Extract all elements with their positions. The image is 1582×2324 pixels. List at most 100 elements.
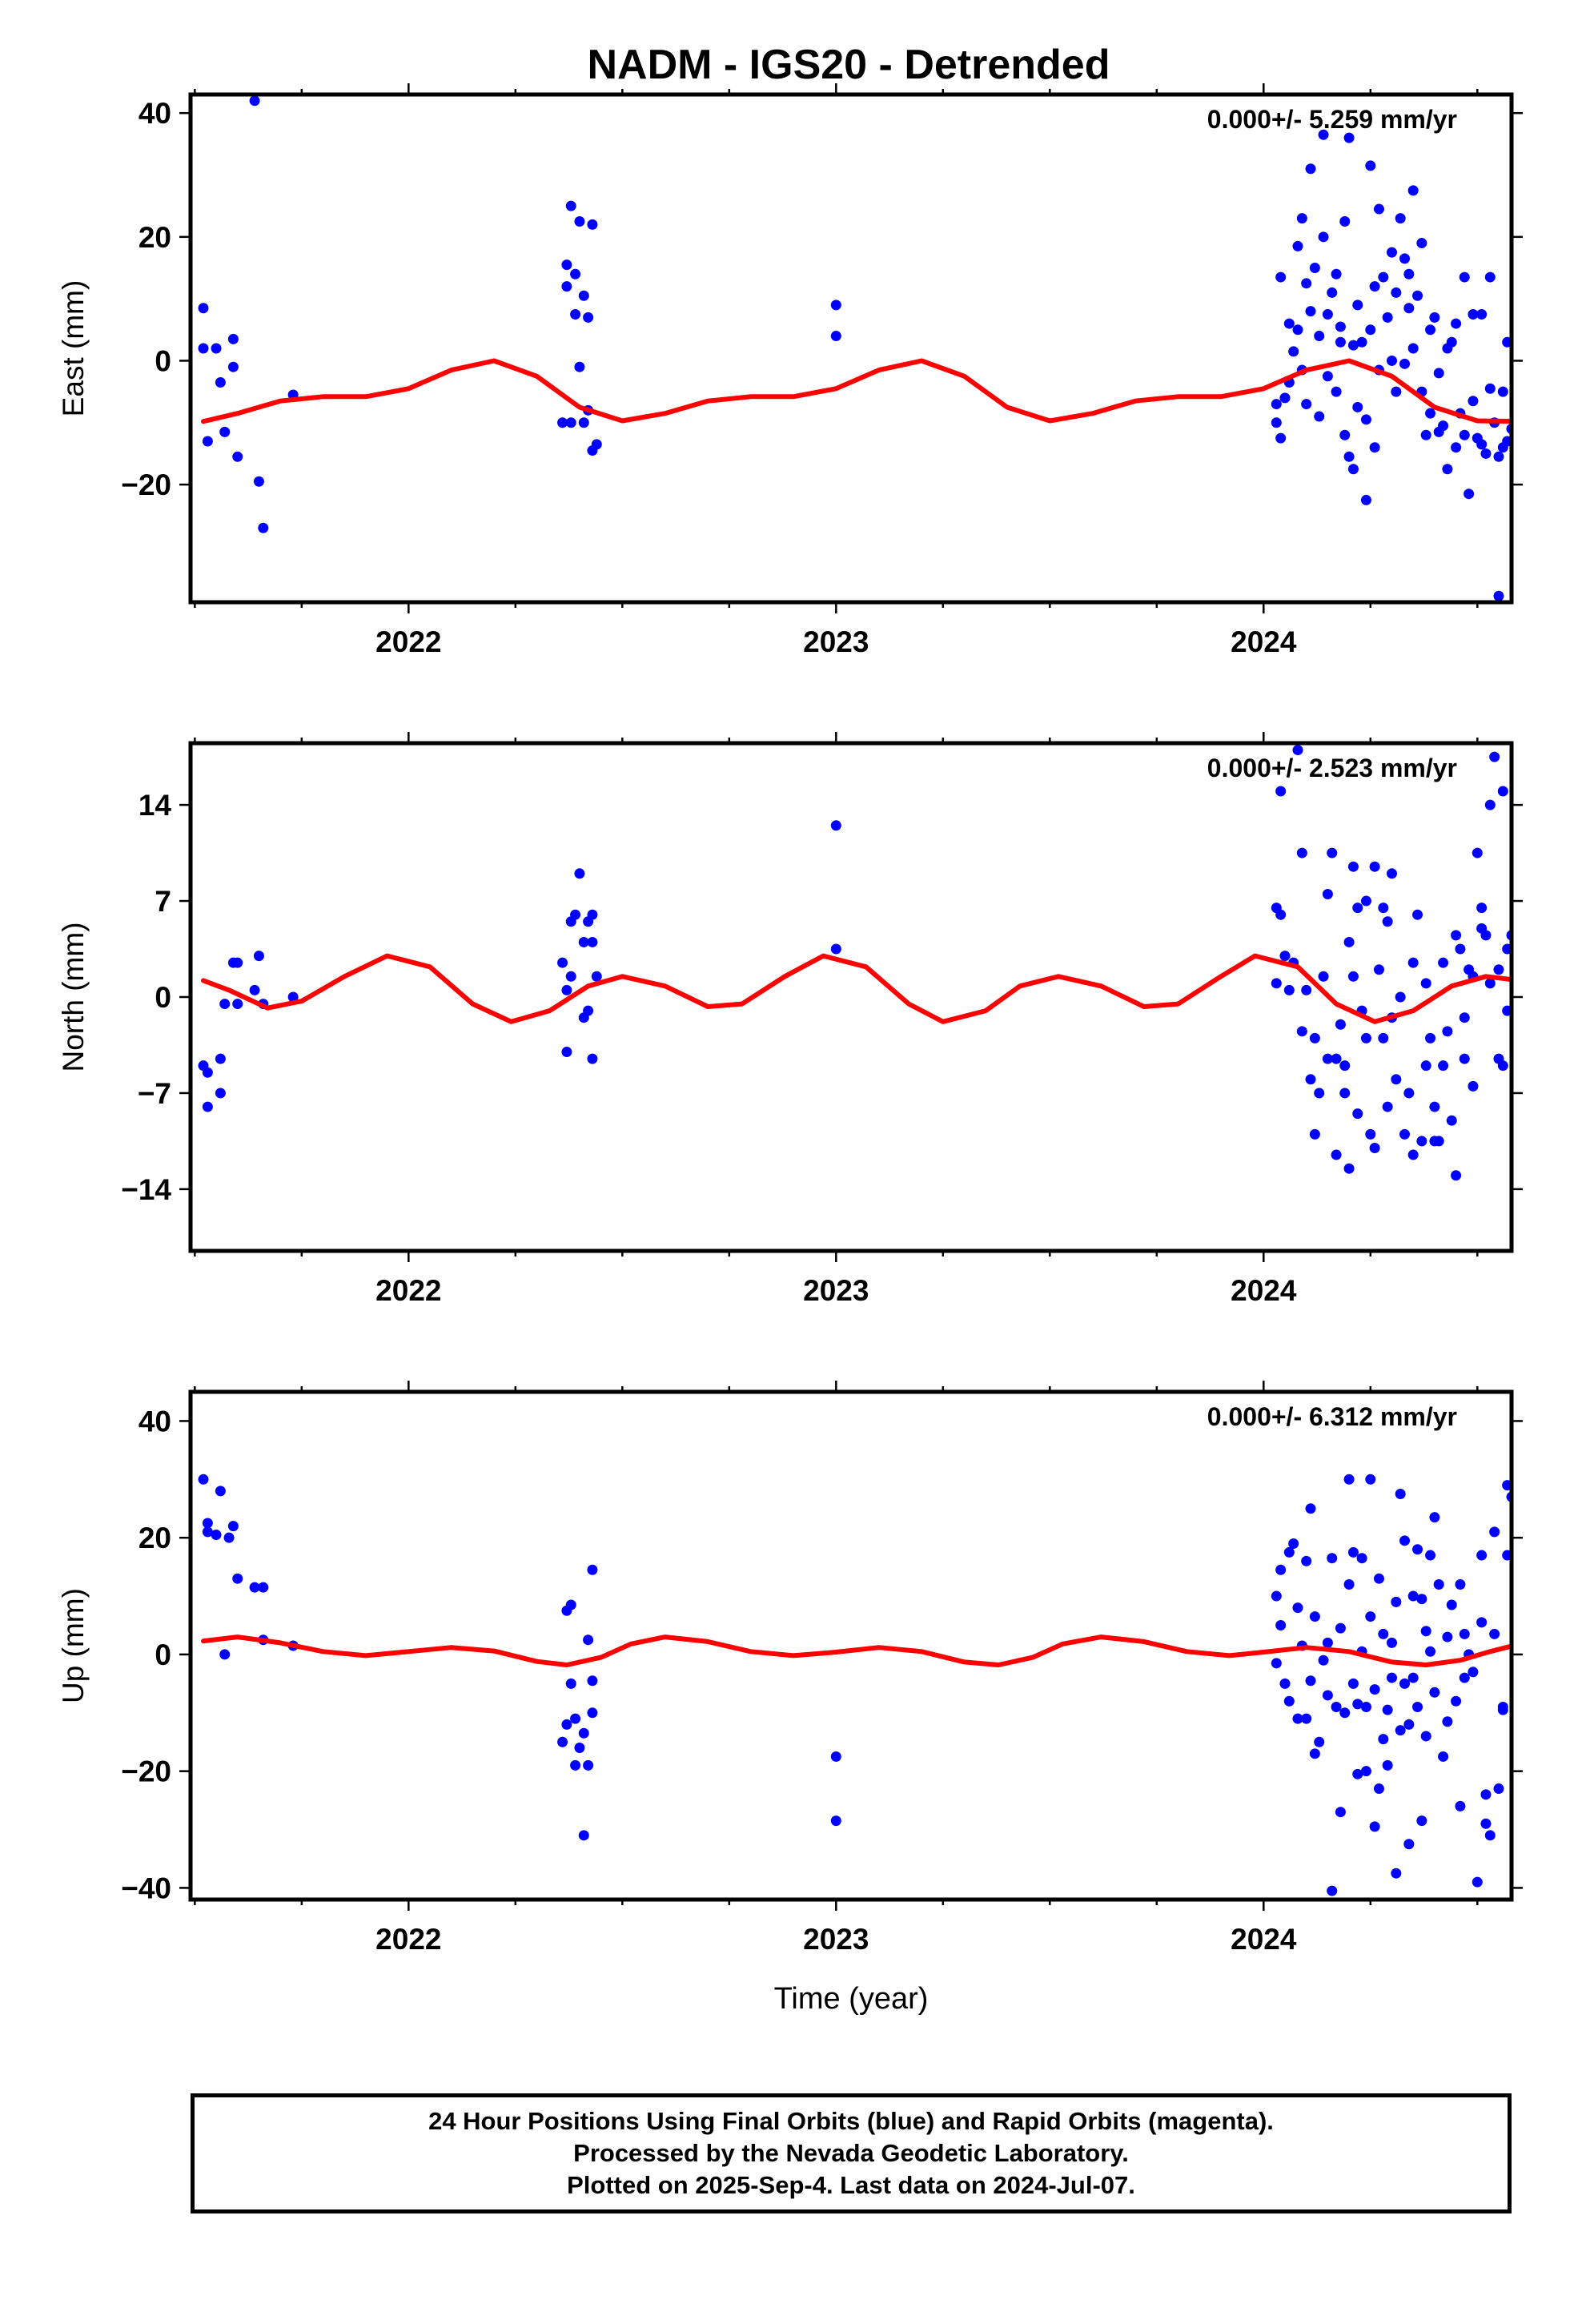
east-data-point xyxy=(1301,399,1312,410)
north-y-tick-label: 14 xyxy=(139,789,172,822)
east-data-point xyxy=(583,312,594,323)
up-data-point xyxy=(219,1649,231,1660)
up-data-point xyxy=(1468,1667,1479,1678)
figure-title: NADM - IGS20 - Detrended xyxy=(588,42,1110,88)
north-data-point xyxy=(1327,847,1338,858)
up-data-point xyxy=(1271,1590,1282,1602)
up-data-point xyxy=(1451,1695,1462,1707)
north-data-point xyxy=(1429,1101,1440,1112)
up-data-point xyxy=(565,1599,576,1610)
north-data-point xyxy=(591,971,602,982)
footer-line-1: 24 Hour Positions Using Final Orbits (bl… xyxy=(428,2107,1274,2135)
up-data-point xyxy=(565,1678,576,1689)
east-data-point xyxy=(561,259,572,271)
up-data-point xyxy=(1476,1617,1488,1628)
up-data-point xyxy=(202,1526,213,1538)
up-data-point xyxy=(223,1532,235,1543)
north-data-point xyxy=(219,999,231,1010)
north-data-point xyxy=(1412,909,1423,920)
east-data-point xyxy=(1502,336,1512,348)
north-data-point xyxy=(1502,943,1512,955)
north-data-point xyxy=(1451,930,1462,941)
north-data-point xyxy=(249,984,260,995)
up-data-point xyxy=(202,1518,213,1529)
north-data-point xyxy=(1292,745,1303,756)
up-data-point xyxy=(1455,1800,1466,1811)
east-x-tick-label: 2023 xyxy=(803,625,869,658)
up-data-point xyxy=(561,1719,572,1730)
east-data-point xyxy=(1335,321,1346,332)
east-data-point xyxy=(830,300,841,311)
up-data-point xyxy=(1433,1578,1444,1590)
north-data-point xyxy=(1373,964,1384,975)
north-data-point xyxy=(215,1053,226,1064)
north-data-point xyxy=(1343,936,1355,947)
up-panel: 2022 2023 2024 40 20 0 −20 −40 Up (mm) Time (year… xyxy=(57,1381,1523,2016)
east-data-point xyxy=(578,290,589,301)
north-data-point xyxy=(1343,1163,1355,1174)
east-data-point xyxy=(1416,238,1427,249)
east-data-point xyxy=(227,333,239,344)
north-data-point xyxy=(253,951,264,962)
up-data-point xyxy=(557,1736,568,1747)
north-data-point xyxy=(1309,1128,1320,1140)
east-data-point xyxy=(1425,408,1436,419)
up-data-point xyxy=(249,1582,260,1593)
north-x-tick-label: 2022 xyxy=(375,1274,441,1307)
east-y-tick-label: 20 xyxy=(139,221,171,254)
up-data-point xyxy=(1347,1678,1359,1689)
up-data-point xyxy=(1416,1815,1427,1827)
north-data-point xyxy=(570,909,581,920)
east-data-point xyxy=(1433,368,1444,379)
up-rate-label: 0.000+/- 6.312 mm/yr xyxy=(1207,1402,1457,1431)
up-data-point xyxy=(1442,1631,1453,1642)
east-data-point xyxy=(1520,455,1530,465)
east-plot-area xyxy=(198,95,1530,601)
up-data-point xyxy=(1369,1821,1380,1832)
up-data-point xyxy=(258,1582,269,1593)
up-data-point xyxy=(1373,1573,1384,1584)
up-data-point xyxy=(587,1675,598,1687)
east-data-point xyxy=(1292,324,1303,336)
east-data-point xyxy=(1283,318,1295,329)
up-data-point xyxy=(1356,1553,1367,1564)
up-data-point xyxy=(1412,1702,1423,1713)
east-data-point xyxy=(1429,312,1440,323)
north-data-point xyxy=(1309,1032,1320,1043)
north-data-point xyxy=(1438,1060,1449,1072)
east-data-point xyxy=(1314,411,1325,422)
east-y-tick-label: −20 xyxy=(121,468,171,501)
up-data-point xyxy=(1472,1876,1483,1888)
north-data-point xyxy=(1360,895,1371,907)
north-x-tick-label: 2023 xyxy=(803,1274,869,1307)
east-y-tick-label: 40 xyxy=(139,97,171,130)
up-data-point xyxy=(215,1486,226,1497)
east-data-point xyxy=(1515,387,1525,397)
up-data-point xyxy=(1327,1553,1338,1564)
east-frame xyxy=(188,92,1514,605)
footer-line-2: Processed by the Nevada Geodetic Laborat… xyxy=(573,2139,1129,2167)
up-data-point xyxy=(1399,1678,1411,1689)
up-data-point xyxy=(1335,1622,1346,1634)
east-x-tick-label: 2022 xyxy=(375,625,441,658)
up-data-point xyxy=(1386,1672,1397,1683)
up-data-point xyxy=(1347,1546,1359,1558)
up-data-point xyxy=(211,1530,222,1541)
east-data-point xyxy=(1382,312,1393,323)
east-data-point xyxy=(1365,324,1376,336)
east-data-point xyxy=(570,308,581,320)
east-data-point xyxy=(1347,340,1359,351)
up-data-point xyxy=(1502,1480,1512,1491)
up-x-tick-label: 2022 xyxy=(375,1923,441,1956)
north-data-point xyxy=(1369,1142,1380,1153)
up-y-tick-label: 20 xyxy=(139,1522,171,1554)
north-rate-label: 0.000+/- 2.523 mm/yr xyxy=(1207,754,1457,782)
east-panel: 2022 2023 2024 40 20 0 −20 East (mm) 0.000+/- 5.… xyxy=(57,83,1530,658)
north-data-point xyxy=(1301,984,1312,995)
east-data-point xyxy=(1373,203,1384,215)
east-data-point xyxy=(227,361,239,372)
east-data-point xyxy=(1352,401,1363,412)
east-data-point xyxy=(1493,451,1504,462)
north-y-tick-label: −7 xyxy=(138,1077,171,1110)
north-data-point xyxy=(1468,1080,1479,1092)
